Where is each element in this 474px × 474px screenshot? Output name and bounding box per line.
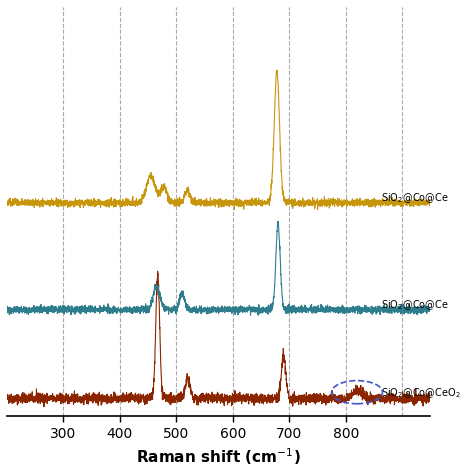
Text: SiO$_2$@Co@Ce: SiO$_2$@Co@Ce (381, 191, 449, 205)
X-axis label: Raman shift (cm$^{-1}$): Raman shift (cm$^{-1}$) (137, 447, 301, 467)
Text: SiO$_2$@Co@Ce: SiO$_2$@Co@Ce (381, 299, 449, 312)
Text: SiO$_2$@Co@CeO$_2$: SiO$_2$@Co@CeO$_2$ (381, 386, 460, 400)
